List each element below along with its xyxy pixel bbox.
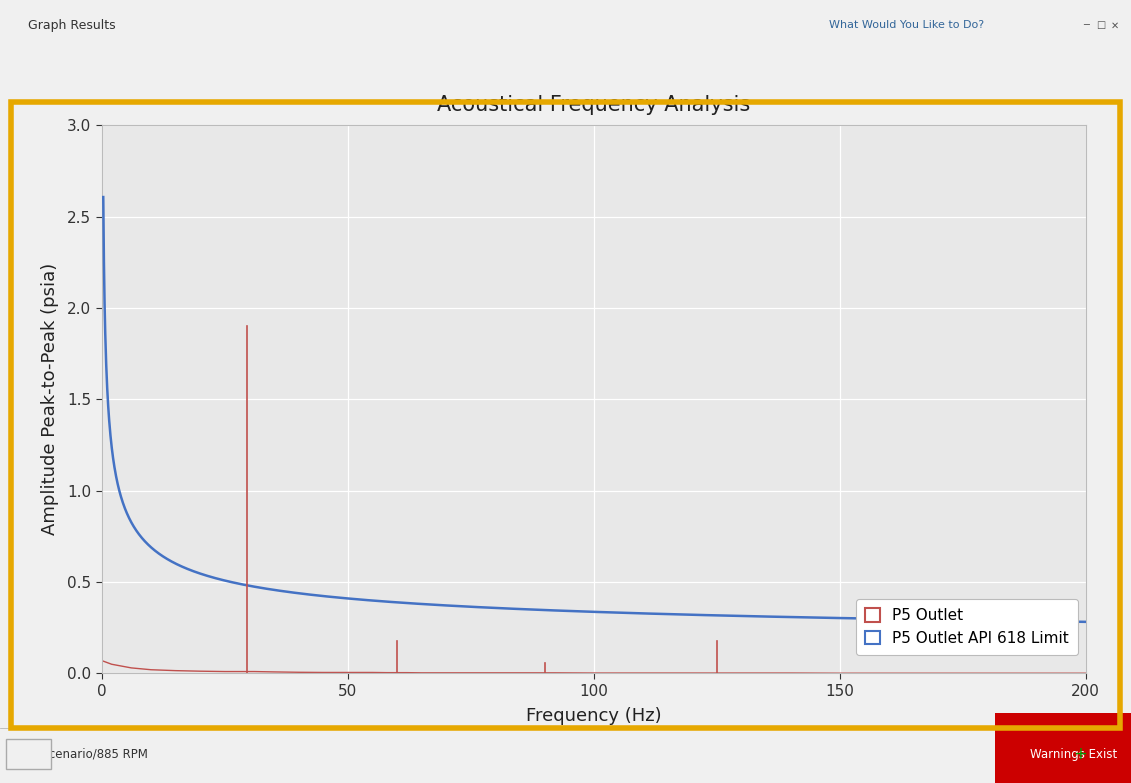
Text: Warnings Exist: Warnings Exist <box>1030 748 1117 761</box>
Title: Acoustical Frequency Analysis: Acoustical Frequency Analysis <box>438 96 750 115</box>
Text: Base Scenario/885 RPM: Base Scenario/885 RPM <box>9 748 148 761</box>
Text: Graph Results: Graph Results <box>28 19 115 32</box>
Y-axis label: Amplitude Peak-to-Peak (psia): Amplitude Peak-to-Peak (psia) <box>41 263 59 536</box>
Text: ✕: ✕ <box>1111 20 1120 31</box>
Text: +: + <box>1073 745 1087 763</box>
Text: What Would You Like to Do?: What Would You Like to Do? <box>829 20 984 31</box>
X-axis label: Frequency (Hz): Frequency (Hz) <box>526 707 662 725</box>
Text: □: □ <box>1096 20 1105 31</box>
Text: ─: ─ <box>1082 20 1089 31</box>
FancyBboxPatch shape <box>6 739 51 769</box>
Legend: P5 Outlet, P5 Outlet API 618 Limit: P5 Outlet, P5 Outlet API 618 Limit <box>855 599 1078 655</box>
